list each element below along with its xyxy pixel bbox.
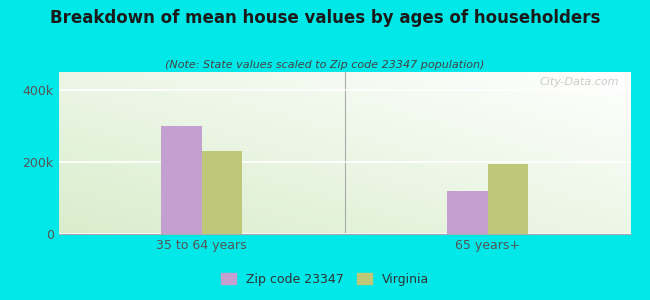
Bar [488,164,528,234]
Bar [447,191,488,234]
Text: (Note: State values scaled to Zip code 23347 population): (Note: State values scaled to Zip code 2… [165,60,485,70]
Text: Breakdown of mean house values by ages of householders: Breakdown of mean house values by ages o… [50,9,600,27]
Bar [161,126,202,234]
Bar [202,151,242,234]
Text: City-Data.com: City-Data.com [540,77,619,87]
Legend: Zip code 23347, Virginia: Zip code 23347, Virginia [216,268,434,291]
